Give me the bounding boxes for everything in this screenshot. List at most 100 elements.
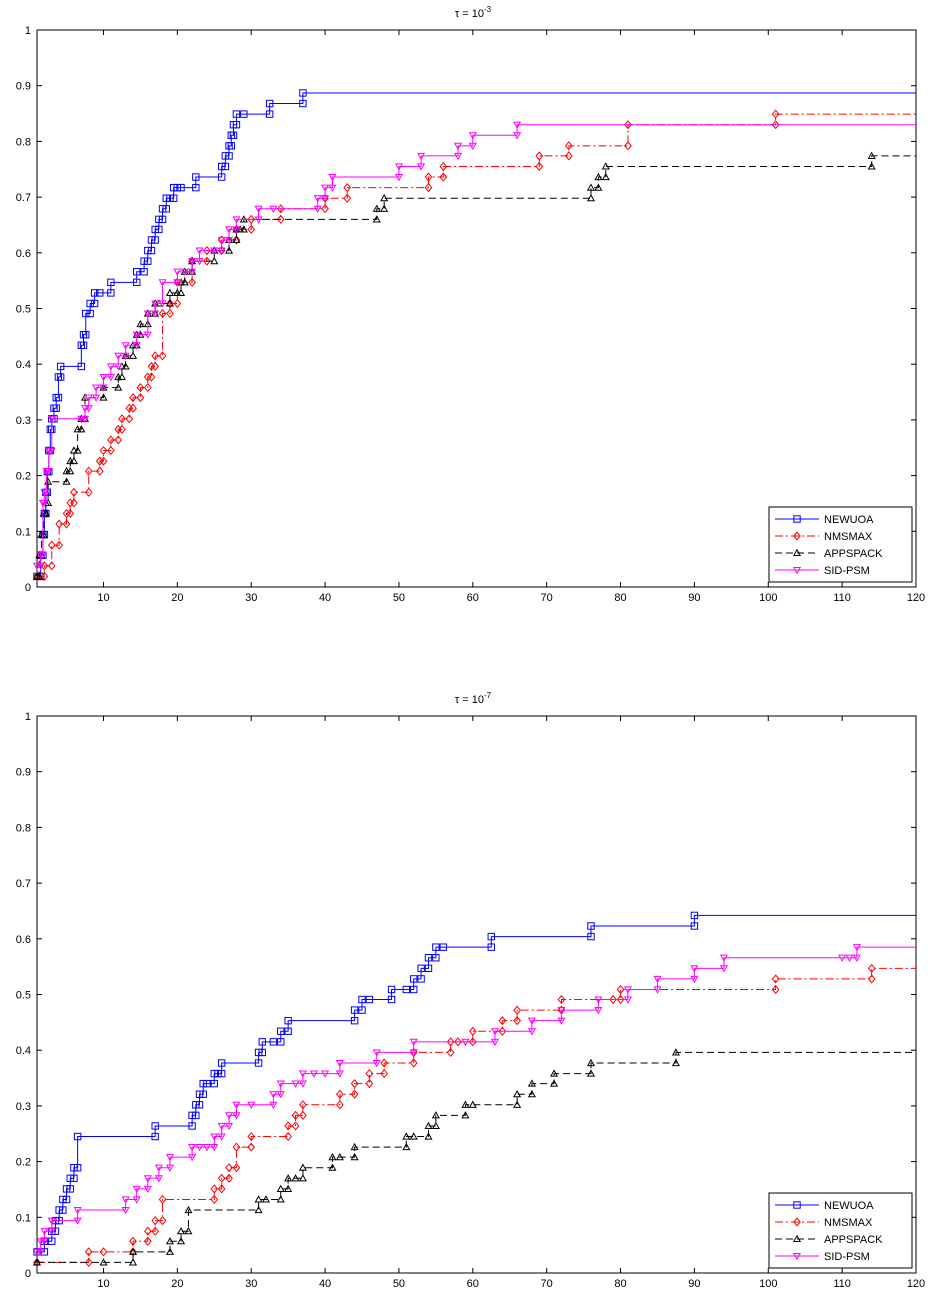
data-point (158, 351, 167, 361)
data-point (446, 1037, 455, 1047)
data-point (40, 1238, 49, 1246)
data-point (165, 1237, 175, 1245)
data-point (173, 268, 182, 276)
data-point (40, 499, 49, 508)
x-tick-label: 90 (688, 1278, 700, 1290)
data-point (217, 236, 226, 245)
legend-marker (792, 1234, 802, 1243)
data-point (380, 193, 389, 202)
data-point (254, 205, 263, 214)
data-point (217, 247, 226, 255)
data-point (845, 954, 854, 962)
data-point (410, 975, 418, 983)
data-point (358, 1006, 366, 1014)
y-tick-label: 0.8 (16, 822, 31, 834)
data-point (154, 1175, 163, 1183)
data-point (210, 1144, 219, 1152)
data-point (188, 277, 196, 287)
data-point (232, 1163, 241, 1173)
data-point (372, 1059, 381, 1068)
data-point (498, 1026, 507, 1036)
data-point (217, 1059, 226, 1067)
y-tick-label: 0.2 (16, 1157, 31, 1169)
data-point (36, 562, 45, 571)
data-point (616, 994, 625, 1005)
data-point (107, 435, 115, 445)
data-point (550, 1079, 559, 1087)
data-point (39, 530, 48, 538)
data-point (99, 393, 108, 401)
y-tick-label: 0.5 (16, 990, 31, 1002)
x-tick-label: 110 (833, 1278, 851, 1290)
y-tick-label: 0 (25, 582, 31, 594)
data-point (232, 235, 241, 244)
data-point (454, 1037, 462, 1047)
data-point (387, 985, 396, 994)
data-point (180, 268, 189, 276)
data-point (594, 172, 603, 181)
data-point (210, 256, 219, 265)
data-point (33, 1257, 41, 1267)
data-point (192, 1111, 200, 1120)
data-point (601, 162, 610, 170)
data-point (114, 352, 123, 361)
data-point (143, 1236, 152, 1246)
data-point (269, 205, 278, 214)
data-point (118, 424, 126, 434)
legend-label: NMSMAX (824, 531, 873, 543)
data-point (335, 1059, 344, 1068)
data-point (225, 152, 233, 160)
data-point (276, 1080, 285, 1088)
data-point (453, 142, 463, 151)
data-point (162, 205, 170, 213)
y-tick-label: 0.4 (16, 1045, 31, 1057)
data-point (372, 204, 381, 212)
x-tick-label: 30 (245, 592, 257, 604)
data-point (513, 132, 522, 140)
data-point (202, 1144, 211, 1152)
data-point (564, 141, 573, 151)
data-point (402, 985, 411, 994)
data-point (277, 1038, 285, 1046)
data-point (284, 1027, 292, 1035)
data-point (284, 1174, 293, 1182)
data-point (166, 308, 174, 319)
data-point (424, 954, 433, 962)
data-point (461, 1038, 470, 1047)
data-point (165, 299, 175, 307)
data-point (166, 298, 174, 309)
data-point (690, 922, 699, 930)
chart-bottom: τ = 10-7 10 20 30 40 50 60 70 80 90 100 110 120 0 0.1… (16, 691, 925, 1290)
data-point (118, 414, 126, 424)
data-point (771, 109, 780, 119)
x-tick-label: 120 (907, 592, 925, 604)
data-point (188, 1144, 197, 1152)
data-point (195, 1101, 204, 1109)
series-sid-psm (32, 121, 916, 571)
data-point (432, 943, 440, 951)
data-point (276, 1184, 285, 1192)
data-point (169, 194, 178, 202)
data-point (328, 1152, 337, 1161)
data-point (199, 1090, 207, 1098)
data-point (96, 289, 104, 297)
data-point (62, 1195, 71, 1204)
data-point (335, 1152, 344, 1161)
data-point (232, 235, 241, 245)
x-tick-label: 30 (245, 1278, 257, 1290)
data-point (468, 142, 477, 151)
x-tick-label: 20 (171, 1278, 183, 1290)
data-point (165, 1164, 175, 1172)
data-point (527, 1017, 536, 1025)
legend-marker (793, 531, 801, 541)
data-point (47, 540, 56, 550)
data-point (77, 362, 86, 371)
data-point (587, 932, 595, 941)
y-tick-label: 1 (25, 711, 31, 723)
data-point (36, 1248, 45, 1257)
data-point (513, 1089, 522, 1098)
x-tick-label: 110 (833, 592, 851, 604)
data-point (671, 1048, 680, 1056)
data-point (867, 162, 876, 170)
data-point (284, 1121, 292, 1131)
